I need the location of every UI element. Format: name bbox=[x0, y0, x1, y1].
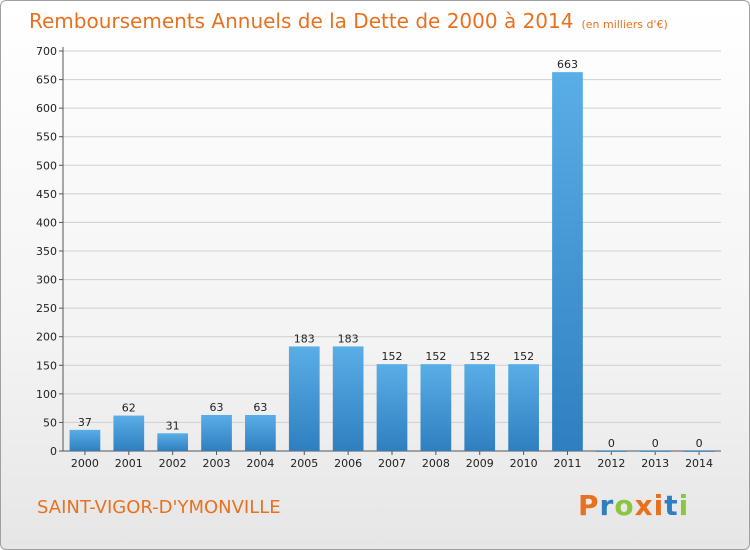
logo-letter: t bbox=[664, 489, 679, 522]
data-label-2005: 183 bbox=[294, 332, 315, 345]
data-label-2002: 31 bbox=[166, 419, 180, 432]
x-tick-label-2008: 2008 bbox=[422, 457, 450, 470]
data-label-2008: 152 bbox=[425, 350, 446, 363]
y-tick-label: 450 bbox=[36, 188, 57, 201]
y-tick-label: 50 bbox=[43, 416, 57, 429]
x-tick-label-2002: 2002 bbox=[159, 457, 187, 470]
bar-2007[interactable] bbox=[376, 364, 408, 451]
bar-2002[interactable] bbox=[157, 433, 189, 451]
y-tick-label: 250 bbox=[36, 302, 57, 315]
data-label-2009: 152 bbox=[469, 350, 490, 363]
data-label-2000: 37 bbox=[78, 416, 92, 429]
x-tick-label-2013: 2013 bbox=[641, 457, 669, 470]
bar-2013[interactable] bbox=[639, 451, 671, 452]
bar-2012[interactable] bbox=[595, 451, 627, 452]
data-label-2011: 663 bbox=[557, 58, 578, 71]
x-tick-label-2000: 2000 bbox=[71, 457, 99, 470]
logo-letter: i bbox=[678, 489, 690, 522]
x-tick-label-2010: 2010 bbox=[510, 457, 538, 470]
x-tick-label-2007: 2007 bbox=[378, 457, 406, 470]
x-tick-label-2014: 2014 bbox=[685, 457, 713, 470]
y-tick-label: 100 bbox=[36, 388, 57, 401]
title-unit: (en milliers d'€) bbox=[581, 18, 668, 31]
bar-2001[interactable] bbox=[113, 415, 145, 451]
data-label-2014: 0 bbox=[696, 437, 703, 450]
bar-2006[interactable] bbox=[332, 346, 364, 451]
data-label-2004: 63 bbox=[253, 401, 267, 414]
chart-title: Remboursements Annuels de la Dette de 20… bbox=[29, 9, 668, 33]
x-tick-label-2004: 2004 bbox=[246, 457, 274, 470]
x-tick-label-2003: 2003 bbox=[203, 457, 231, 470]
x-tick-label-2001: 2001 bbox=[115, 457, 143, 470]
y-tick-label: 350 bbox=[36, 245, 57, 258]
y-tick-label: 150 bbox=[36, 359, 57, 372]
y-tick-label: 300 bbox=[36, 274, 57, 287]
logo-letter: r bbox=[599, 489, 615, 522]
y-tick-label: 200 bbox=[36, 331, 57, 344]
logo-letter: P bbox=[578, 489, 600, 522]
y-tick-label: 650 bbox=[36, 74, 57, 87]
data-label-2007: 152 bbox=[382, 350, 403, 363]
labels: 0 50 100 150 200 250 300 350 400 450 500 550 600 650 7… bbox=[36, 45, 713, 470]
bar-2011[interactable] bbox=[552, 72, 583, 452]
y-tick-label: 400 bbox=[36, 216, 57, 229]
y-tick-label: 700 bbox=[36, 45, 57, 58]
y-tick-label: 0 bbox=[50, 445, 57, 458]
y-tick-label: 600 bbox=[36, 102, 57, 115]
x-tick-label-2012: 2012 bbox=[597, 457, 625, 470]
bar-2004[interactable] bbox=[245, 415, 276, 451]
y-tick-label: 550 bbox=[36, 131, 57, 144]
bar-2005[interactable] bbox=[288, 346, 320, 451]
bar-2003[interactable] bbox=[201, 415, 232, 451]
x-tick-label-2011: 2011 bbox=[553, 457, 581, 470]
commune-name: SAINT-VIGOR-D'YMONVILLE bbox=[37, 497, 281, 518]
bar-2008[interactable] bbox=[420, 364, 452, 451]
data-label-2006: 183 bbox=[338, 332, 359, 345]
logo-letter: o bbox=[614, 489, 635, 522]
bar-2009[interactable] bbox=[464, 364, 496, 451]
title-text: Remboursements Annuels de la Dette de 20… bbox=[29, 9, 574, 33]
bars bbox=[69, 72, 715, 452]
x-tick-label-2009: 2009 bbox=[466, 457, 494, 470]
bar-2010[interactable] bbox=[508, 364, 539, 451]
logo-letter: i bbox=[653, 489, 665, 522]
data-label-2013: 0 bbox=[652, 437, 659, 450]
y-tick-label: 500 bbox=[36, 159, 57, 172]
bar-2000[interactable] bbox=[69, 429, 101, 451]
data-label-2010: 152 bbox=[513, 350, 534, 363]
x-tick-label-2006: 2006 bbox=[334, 457, 362, 470]
x-tick-label-2005: 2005 bbox=[290, 457, 318, 470]
logo-letter: x bbox=[634, 489, 654, 522]
data-label-2012: 0 bbox=[608, 437, 615, 450]
bar-2014[interactable] bbox=[683, 451, 715, 452]
data-label-2001: 62 bbox=[122, 402, 136, 415]
proxiti-logo[interactable]: Proxiti bbox=[578, 489, 689, 522]
data-label-2003: 63 bbox=[210, 401, 224, 414]
